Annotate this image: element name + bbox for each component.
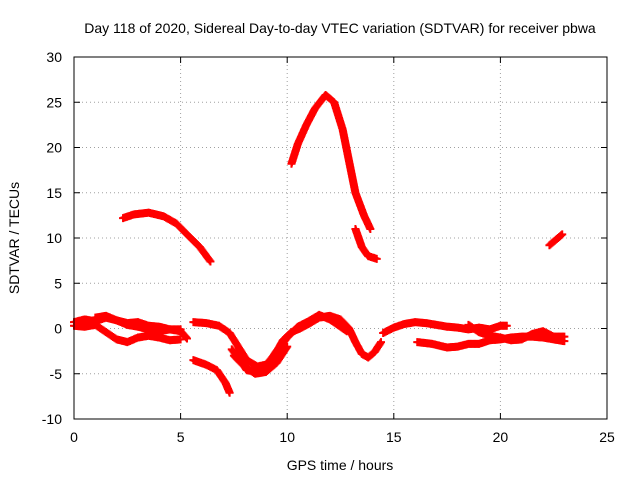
series-arc-6 — [70, 320, 185, 347]
y-tick-label: 25 — [46, 94, 62, 110]
data-point — [283, 342, 292, 351]
x-axis-label: GPS time / hours — [287, 457, 394, 473]
series-arc-11 — [189, 356, 234, 397]
x-tick-label: 5 — [177, 429, 185, 445]
y-tick-label: 0 — [54, 321, 62, 337]
series-arc-12 — [379, 318, 511, 338]
series-arc-2 — [287, 91, 375, 233]
data-point — [558, 230, 567, 239]
chart-title: Day 118 of 2020, Sidereal Day-to-day VTE… — [84, 20, 596, 36]
y-tick-label: -10 — [42, 411, 62, 427]
data-point — [225, 388, 234, 397]
y-axis-label: SDTVAR / TECUs — [6, 182, 22, 294]
data-point — [502, 321, 511, 330]
data-marks — [70, 91, 569, 397]
x-tick-label: 20 — [493, 429, 509, 445]
data-point — [372, 254, 381, 263]
grid-lines — [74, 57, 607, 419]
data-point — [176, 325, 185, 334]
data-point — [560, 332, 569, 341]
y-tick-label: 30 — [46, 49, 62, 65]
y-tick-label: -5 — [50, 366, 63, 382]
x-tick-label: 10 — [279, 429, 295, 445]
x-tick-label: 15 — [386, 429, 402, 445]
data-point — [206, 257, 215, 266]
y-tick-label: 20 — [46, 140, 62, 156]
axis-ticks: 0 5 10 15 20 25 -10 -5 0 5 10 15 20 25 30 — [42, 49, 615, 445]
series-arc-14 — [464, 320, 569, 345]
x-tick-label: 25 — [599, 429, 615, 445]
data-point — [366, 224, 375, 233]
series-arc-1 — [119, 208, 215, 266]
y-tick-label: 5 — [54, 275, 62, 291]
series-arc-3 — [351, 224, 381, 263]
plot-frame — [73, 56, 608, 420]
x-tick-label: 0 — [70, 429, 78, 445]
data-point — [342, 327, 351, 336]
data-point — [176, 335, 185, 344]
y-tick-label: 15 — [46, 185, 62, 201]
data-point — [377, 338, 386, 347]
series-arc-10 — [229, 342, 292, 378]
y-tick-label: 10 — [46, 230, 62, 246]
series-arc-4 — [545, 230, 567, 250]
series-arc-7 — [91, 311, 185, 334]
